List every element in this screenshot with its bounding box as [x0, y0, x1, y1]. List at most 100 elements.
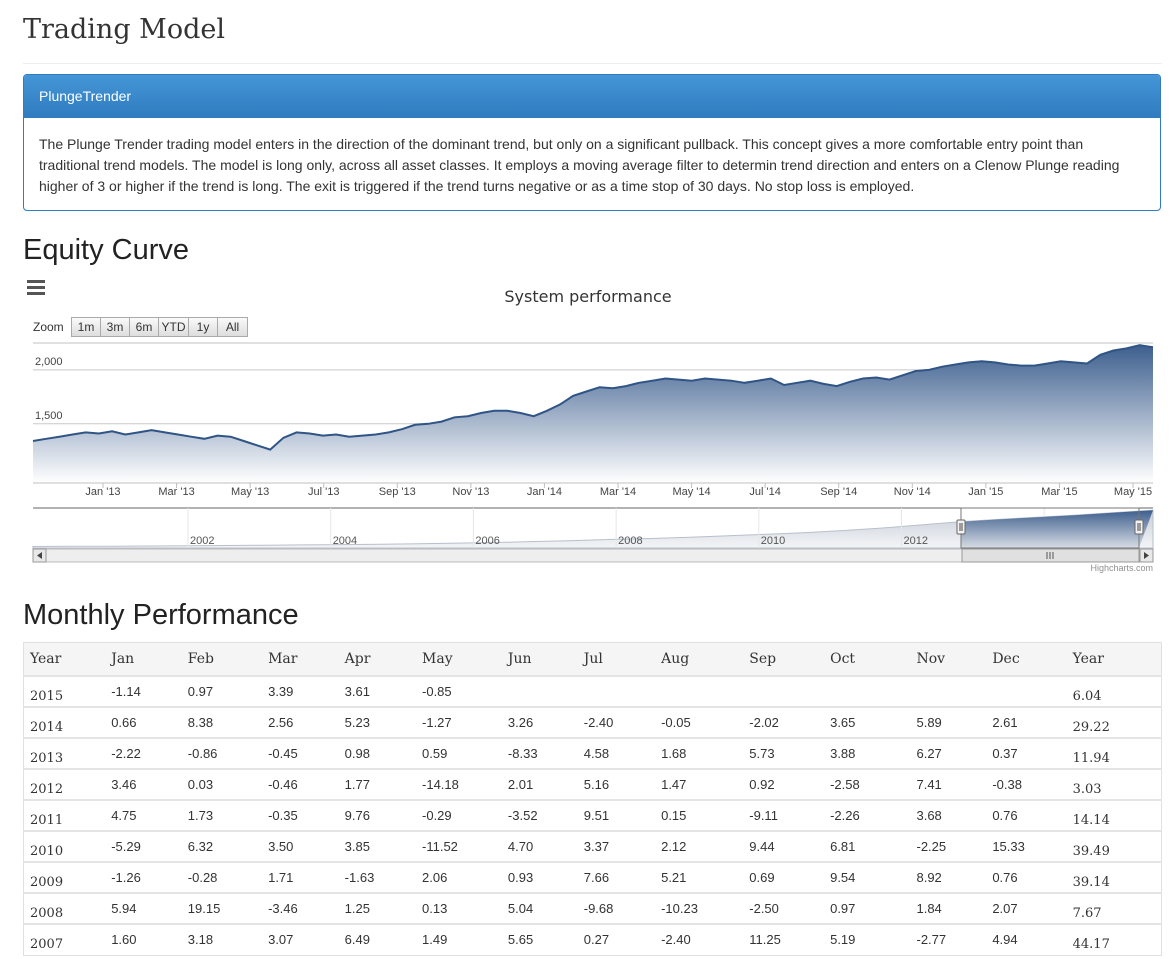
row-month-value: 4.94	[986, 923, 1067, 955]
row-month-value: 3.61	[338, 675, 417, 707]
zoom-all-button[interactable]: All	[218, 318, 247, 336]
col-header-jul: Jul	[577, 642, 656, 676]
row-month-value: 0.97	[181, 675, 263, 707]
row-year-total: 39.49	[1066, 830, 1162, 862]
row-month-value: 0.27	[577, 923, 656, 955]
row-month-value: 2.06	[416, 861, 502, 893]
row-month-value: -2.25	[910, 830, 987, 862]
row-month-value: -10.23	[655, 892, 744, 924]
row-month-value: 0.76	[986, 799, 1067, 831]
row-month-value: 2.07	[986, 892, 1067, 924]
row-year: 2014	[23, 706, 106, 738]
row-month-value: -2.40	[577, 706, 656, 738]
table-row: 2010 -5.29 6.32 3.50 3.85 -11.52 4.70 3.37 2.12 9…	[23, 830, 1162, 862]
navigator-left-handle[interactable]	[956, 519, 966, 535]
zoom-3m-button[interactable]: 3m	[101, 318, 130, 336]
row-month-value: 0.03	[181, 768, 263, 800]
row-month-value: -2.50	[743, 892, 825, 924]
table-row: 2007 1.60 3.18 3.07 6.49 1.49 5.65 0.27 -2.40 11.…	[23, 923, 1162, 955]
row-month-value: -0.35	[262, 799, 339, 831]
row-month-value: 5.19	[824, 923, 911, 955]
table-row: 2015 -1.14 0.97 3.39 3.61 -0.85 6.04	[23, 675, 1162, 707]
navigator-scrollbar[interactable]	[32, 548, 1154, 563]
row-month-value: 8.38	[181, 706, 263, 738]
row-month-value: 0.97	[824, 892, 911, 924]
zoom-6m-button[interactable]: 6m	[130, 318, 159, 336]
row-year: 2007	[23, 923, 106, 955]
y-tick-label: 2,000	[35, 356, 63, 368]
row-month-value: 5.94	[105, 892, 182, 924]
row-month-value: 2.12	[655, 830, 744, 862]
navigator[interactable]: 2002200420062008201020122014	[32, 507, 1154, 563]
row-year: 2010	[23, 830, 106, 862]
row-month-value: 7.41	[910, 768, 987, 800]
monthly-performance-table: Year Jan Feb Mar Apr May Jun Jul Aug Sep Oct Nov Dec…	[23, 642, 1162, 956]
row-month-value: -0.28	[181, 861, 263, 893]
y-tick-label: 1,500	[35, 410, 63, 422]
row-month-value: -9.68	[577, 892, 656, 924]
row-month-value: -5.29	[105, 830, 182, 862]
zoom-1y-button[interactable]: 1y	[189, 318, 218, 336]
highcharts-credits[interactable]: Highcharts.com	[1090, 563, 1153, 573]
row-month-value: 1.25	[338, 892, 417, 924]
row-month-value: -2.26	[824, 799, 911, 831]
scroll-right-arrow-icon[interactable]	[1139, 548, 1154, 563]
row-month-value: 1.71	[262, 861, 339, 893]
row-month-value: -14.18	[416, 768, 502, 800]
row-year: 2011	[23, 799, 106, 831]
table-row: 2013 -2.22 -0.86 -0.45 0.98 0.59 -8.33 4.58 1.68…	[23, 737, 1162, 769]
zoom-ytd-button[interactable]: YTD	[159, 318, 189, 336]
row-month-value: -0.29	[416, 799, 502, 831]
row-month-value: 3.46	[105, 768, 182, 800]
row-month-value: 3.37	[577, 830, 656, 862]
row-month-value: 0.69	[743, 861, 825, 893]
row-month-value: 1.84	[910, 892, 987, 924]
navigator-right-handle[interactable]	[1134, 519, 1144, 535]
row-month-value: -0.85	[416, 675, 502, 707]
x-tick-label: Sep '13	[379, 486, 416, 498]
equity-curve-heading: Equity Curve	[23, 234, 190, 266]
row-month-value: 4.75	[105, 799, 182, 831]
row-month-value: 5.21	[655, 861, 744, 893]
table-header-row: Year Jan Feb Mar Apr May Jun Jul Aug Sep Oct Nov Dec…	[23, 642, 1162, 676]
row-year: 2015	[23, 675, 106, 707]
row-month-value: 9.44	[743, 830, 825, 862]
row-month-value: 5.73	[743, 737, 825, 769]
zoom-1m-button[interactable]: 1m	[72, 318, 101, 336]
zoom-label: Zoom	[33, 320, 64, 334]
col-header-apr: Apr	[338, 642, 417, 676]
row-month-value: 3.07	[262, 923, 339, 955]
hamburger-menu-icon[interactable]	[27, 280, 45, 296]
row-month-value: 9.76	[338, 799, 417, 831]
row-month-value: 3.68	[910, 799, 987, 831]
zoom-buttons: 1m 3m 6m YTD 1y All	[71, 317, 248, 337]
navigator-year-label: 2006	[475, 535, 499, 547]
row-year-total: 29.22	[1066, 706, 1162, 738]
row-month-value: 0.13	[416, 892, 502, 924]
row-month-value: -2.40	[655, 923, 744, 955]
row-month-value: 1.60	[105, 923, 182, 955]
row-month-value: 1.47	[655, 768, 744, 800]
row-month-value: 19.15	[181, 892, 263, 924]
row-month-value: -0.38	[986, 768, 1067, 800]
row-month-value: 3.18	[181, 923, 263, 955]
x-tick-label: Sep '14	[820, 486, 857, 498]
row-month-value: 11.25	[743, 923, 825, 955]
row-month-value: 3.88	[824, 737, 911, 769]
row-year-total: 6.04	[1066, 675, 1162, 707]
navigator-selected-area	[961, 510, 1153, 548]
scroll-left-arrow-icon[interactable]	[32, 548, 47, 563]
row-month-value: 3.65	[824, 706, 911, 738]
row-month-value: -1.26	[105, 861, 182, 893]
row-year: 2013	[23, 737, 106, 769]
x-tick-label: Jan '14	[527, 486, 562, 498]
row-month-value: 1.77	[338, 768, 417, 800]
row-month-value	[824, 675, 911, 707]
col-header-year-total: Year	[1066, 642, 1162, 676]
row-year-total: 11.94	[1066, 737, 1162, 769]
page-title: Trading Model	[23, 14, 225, 45]
row-month-value: -2.02	[743, 706, 825, 738]
x-tick-label: Mar '13	[158, 486, 194, 498]
